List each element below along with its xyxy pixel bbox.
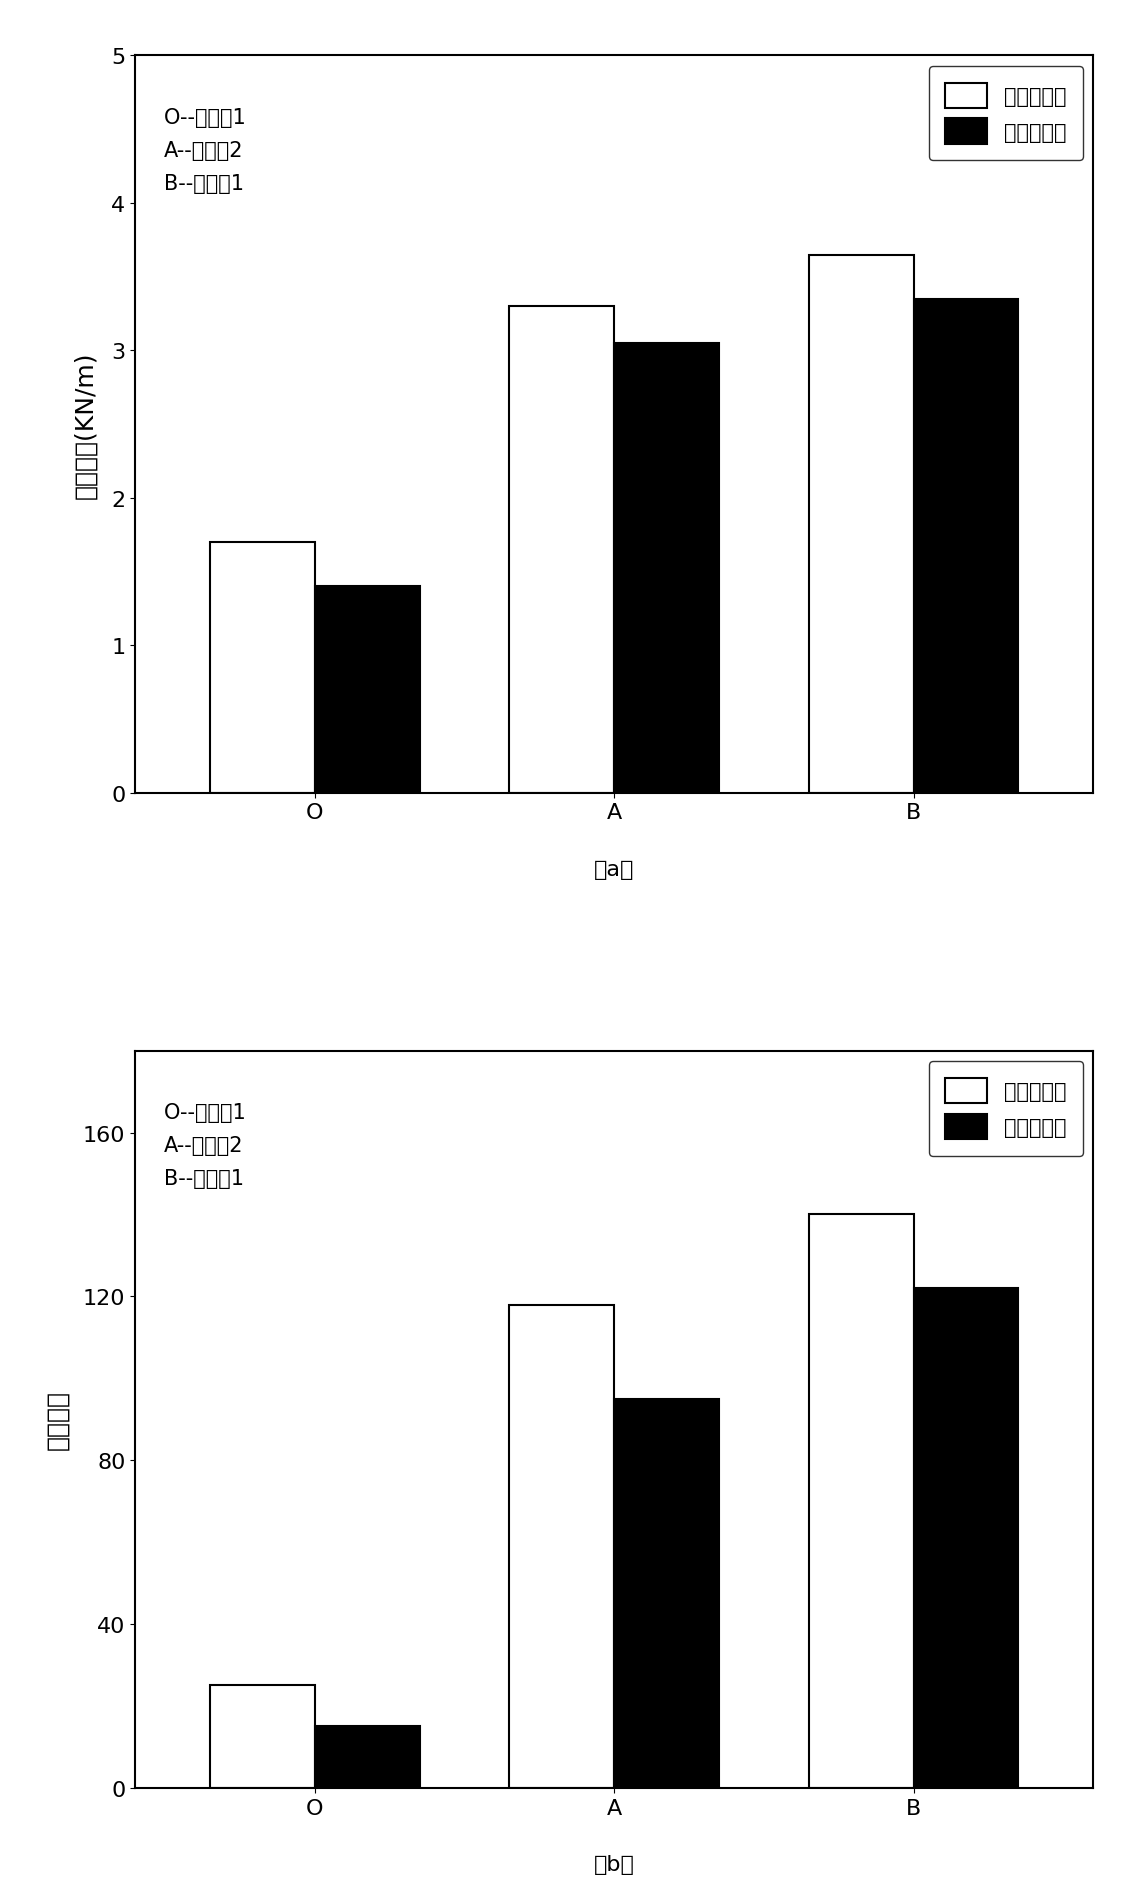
Legend: 干热老化前, 干热老化后: 干热老化前, 干热老化后	[929, 1061, 1083, 1156]
Bar	[314, 587, 419, 792]
Legend: 干热老化前, 干热老化后: 干热老化前, 干热老化后	[929, 68, 1083, 162]
Text: O--空白样1
A--空白样2
B--实施例1: O--空白样1 A--空白样2 B--实施例1	[165, 1103, 247, 1188]
Bar	[809, 1216, 914, 1788]
Bar	[210, 542, 314, 792]
Y-axis label: 耐折次数: 耐折次数	[45, 1389, 69, 1449]
Text: O--空白样1
A--空白样2
B--实施例1: O--空白样1 A--空白样2 B--实施例1	[165, 107, 247, 194]
Text: （a）: （a）	[594, 858, 635, 879]
Bar	[914, 1289, 1019, 1788]
Bar	[509, 307, 614, 792]
Bar	[509, 1304, 614, 1788]
Bar	[210, 1686, 314, 1788]
Bar	[809, 256, 914, 792]
Bar	[614, 1398, 719, 1788]
Bar	[614, 344, 719, 792]
Bar	[314, 1726, 419, 1788]
Text: （b）: （b）	[594, 1854, 635, 1874]
Bar	[914, 299, 1019, 792]
Y-axis label: 抗张强度(KN/m): 抗张强度(KN/m)	[73, 352, 97, 499]
